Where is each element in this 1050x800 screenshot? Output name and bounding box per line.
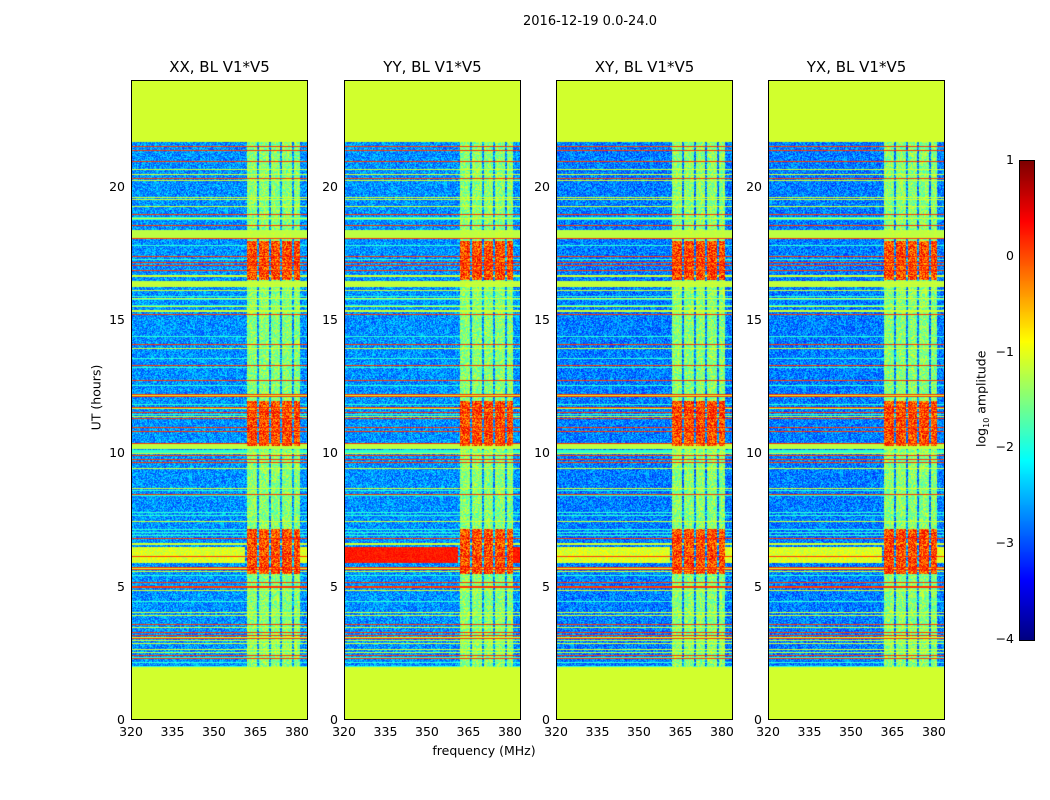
x-tick-label: 335 [585,724,610,739]
y-tick-label: 10 [534,445,550,461]
y-tick-label: 15 [746,312,762,327]
axes-frame [344,80,521,720]
x-tick-label: 380 [285,724,309,739]
y-tick-label: 20 [109,178,125,194]
x-tick-label: 320 [119,724,143,739]
x-tick-label: 335 [373,724,398,739]
x-tick-label: 335 [160,724,185,739]
colorbar-tick-label: −3 [995,535,1014,551]
axes-frame [768,80,945,720]
figure-title: 2016-12-19 0.0-24.0 [523,14,657,29]
x-tick-label: 335 [797,724,822,739]
x-tick-label: 380 [710,724,734,739]
panel-xx: XX, BL V1*V5 320 335 350 365 380 0 5 10 15 20 [109,58,309,739]
colorbar [1019,160,1035,641]
colorbar-tick-label: −2 [995,439,1014,455]
y-axis-label: UT (hours) [88,364,104,431]
panel-xy: XY, BL V1*V5 320 335 350 365 380 0 5 10 15 20 [534,58,734,739]
x-tick-label: 350 [839,724,863,739]
x-axis-label: frequency (MHz) [432,743,536,758]
colorbar-tick-label: 1 [1006,152,1014,167]
heatmap-xx [131,80,308,720]
panel-title: YX, BL V1*V5 [806,58,907,76]
x-tick-label: 320 [544,724,568,739]
x-tick-label: 320 [332,724,356,739]
y-tick-label: 15 [322,312,338,327]
x-tick-label: 350 [202,724,226,739]
colorbar-tick-label: 0 [1006,247,1014,263]
y-tick-label: 15 [109,312,125,327]
y-tick-label: 5 [542,578,550,594]
x-tick-label: 365 [668,724,693,739]
y-tick-label: 20 [322,178,338,194]
axes-frame [556,80,733,720]
colorbar-tick-label: −4 [995,631,1014,646]
y-tick-label: 20 [746,178,762,194]
panel-title: XY, BL V1*V5 [594,58,695,76]
panel-title: XX, BL V1*V5 [169,58,270,76]
x-tick-label: 365 [456,724,481,739]
x-tick-label: 380 [922,724,946,739]
x-tick-label: 350 [415,724,439,739]
panel-yy: YY, BL V1*V5 320 335 350 365 380 0 5 10 15 20 [322,58,522,739]
y-tick-label: 10 [109,445,125,461]
heatmap-yx [768,80,945,720]
colorbar-tick-label: −1 [995,343,1014,359]
heatmap-xy [556,80,733,720]
x-tick-label: 365 [880,724,905,739]
y-tick-label: 15 [534,312,550,327]
y-tick-label: 10 [746,445,762,461]
y-tick-label: 5 [330,578,338,594]
y-tick-label: 10 [322,445,338,461]
x-tick-label: 365 [243,724,268,739]
x-tick-label: 320 [756,724,780,739]
y-tick-label: 5 [117,578,125,594]
heatmap-yy [344,80,521,720]
y-tick-label: 0 [117,712,125,727]
y-tick-label: 0 [542,712,550,727]
y-tick-label: 0 [330,712,338,727]
y-tick-label: 5 [754,578,762,594]
x-tick-label: 350 [627,724,651,739]
x-tick-label: 380 [498,724,522,739]
y-tick-label: 0 [754,712,762,727]
colorbar-label: log10 amplitude [973,350,991,447]
axes-frame [131,80,308,720]
y-tick-label: 20 [534,178,550,194]
panel-yx: YX, BL V1*V5 320 335 350 365 380 0 5 10 15 20 [746,58,946,739]
panel-title: YY, BL V1*V5 [383,58,482,76]
